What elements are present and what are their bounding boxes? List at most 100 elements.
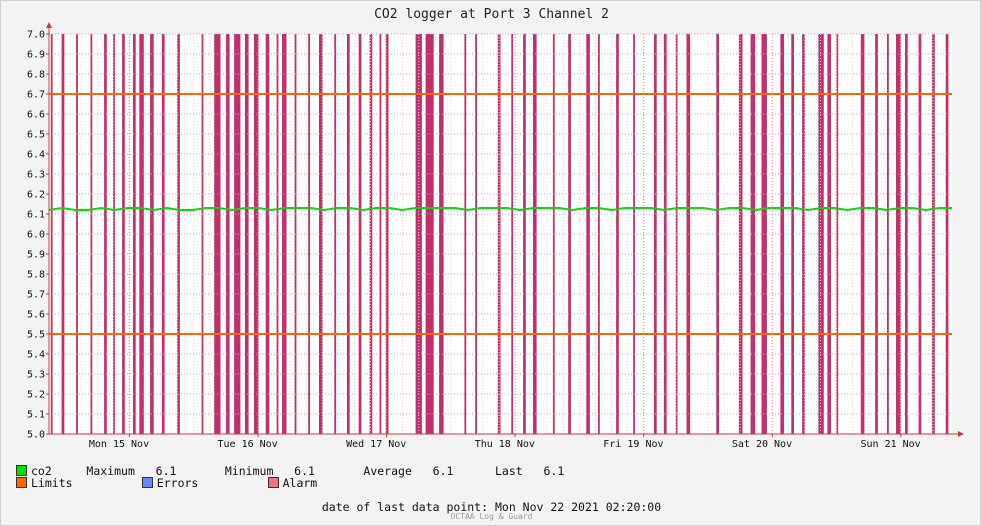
- legend-max-label: Maximum: [86, 464, 135, 478]
- alarm-band-40: [568, 34, 571, 434]
- alarm-band-25: [347, 34, 350, 434]
- y-tick-label: 6.9: [27, 50, 45, 61]
- y-tick-label: 6.7: [27, 90, 45, 101]
- legend-min-label: Minimum: [224, 464, 274, 478]
- y-tick-label: 5.7: [27, 290, 45, 301]
- series-line-co2: [48, 206, 952, 212]
- legend-avg-label: Average: [363, 464, 412, 478]
- alarm-band-4: [104, 34, 107, 434]
- co2-swatch: [16, 465, 27, 476]
- alarm-band-65: [932, 34, 935, 434]
- y-tick-label: 5.1: [27, 410, 45, 421]
- alarm-band-16: [245, 34, 249, 434]
- legend-last-label: Last: [494, 464, 523, 478]
- alarm-band-36: [511, 34, 514, 434]
- legend-errors-label: Errors: [156, 476, 199, 490]
- chart-title: CO2 logger at Port 3 Channel 2: [374, 7, 609, 22]
- alarm-band-29: [385, 34, 389, 434]
- legend-min-value: 6.1: [294, 464, 315, 478]
- errors-swatch: [141, 477, 153, 488]
- y-tick-label: 6.0: [27, 230, 45, 241]
- y-axis-arrow: [46, 22, 52, 28]
- y-tick-label: 6.5: [27, 130, 45, 141]
- x-tick-label: Tue 16 Nov: [218, 439, 278, 450]
- alarm-band-28: [379, 34, 382, 434]
- alarm-swatch: [267, 477, 279, 488]
- alarm-band-32: [439, 34, 444, 434]
- legend-max-value: 6.1: [155, 464, 177, 478]
- alarm-band-26: [358, 34, 362, 434]
- alarm-band-46: [663, 34, 667, 434]
- x-tick-label: Fri 19 Nov: [603, 439, 663, 450]
- y-tick-label: 5.3: [27, 370, 45, 381]
- y-tick-label: 6.4: [27, 150, 45, 161]
- limit-lines: [49, 93, 952, 335]
- alarm-band-14: [226, 34, 230, 434]
- series: [48, 206, 952, 212]
- alarm-band-49: [716, 34, 719, 434]
- y-tick-label: 5.4: [27, 350, 45, 361]
- alarm-band-34: [475, 34, 477, 434]
- y-tick-label: 5.0: [27, 430, 45, 441]
- x-axis-arrow: [958, 431, 964, 437]
- alarm-band-52: [761, 34, 767, 434]
- alarm-band-8: [139, 34, 144, 434]
- alarm-band-24: [334, 34, 337, 434]
- last-data-point: date of last data point: Mon Nov 22 2021…: [1, 500, 981, 514]
- y-tick-label: 7.0: [27, 30, 45, 41]
- y-tick-label: 5.6: [27, 310, 45, 321]
- x-tick-label: Sun 21 Nov: [861, 439, 921, 450]
- x-tick-label: Wed 17 Nov: [346, 439, 406, 450]
- alarm-band-33: [464, 34, 467, 434]
- alarm-band-55: [802, 34, 805, 434]
- alarm-band-18: [265, 34, 270, 434]
- alarm-band-7: [133, 34, 136, 434]
- legend-row-1: co2 Maximum 6.1 Minimum 6.1 Average 6.1 …: [16, 464, 564, 478]
- last-data-point-label: date of last data point:: [321, 500, 489, 514]
- alarm-band-20: [282, 34, 287, 434]
- last-data-point-value: Mon Nov 22 2021 02:20:00: [494, 500, 662, 514]
- alarm-band-61: [887, 34, 889, 434]
- plot-area: 5.0 5.1 5.2 5.3 5.4 5.5 5.6 5.7 5.8 5.9 6.0 6.1 6.2 6…: [27, 22, 964, 450]
- alarm-band-22: [308, 34, 310, 434]
- axes: 5.0 5.1 5.2 5.3 5.4 5.5 5.6 5.7 5.8 5.9 6.0 6.1 6.2 6…: [27, 22, 964, 450]
- legend-row-2: Limits Errors Alarm: [16, 476, 317, 490]
- alarm-band-5: [113, 34, 115, 434]
- alarm-band-38: [533, 34, 537, 434]
- y-tick-label: 6.1: [27, 210, 45, 221]
- limits-swatch: [16, 477, 27, 488]
- y-tick-label: 6.6: [27, 110, 45, 121]
- alarm-band-56: [818, 34, 824, 434]
- y-tick-label: 6.2: [27, 190, 45, 201]
- alarm-band-23: [319, 34, 323, 434]
- alarm-band-15: [234, 34, 241, 434]
- alarm-band-60: [875, 34, 878, 434]
- alarm-band-43: [616, 34, 619, 434]
- alarm-band-53: [780, 34, 784, 434]
- y-tick-label: 5.9: [27, 250, 45, 261]
- x-tick-label: Mon 15 Nov: [89, 439, 149, 450]
- x-tick-label: Thu 18 Nov: [475, 439, 535, 450]
- y-tick-label: 5.2: [27, 390, 45, 401]
- legend-alarm-label: Alarm: [282, 476, 318, 490]
- alarm-band-31: [425, 34, 434, 434]
- legend-avg-value: 6.1: [432, 464, 454, 478]
- alarm-band-6: [122, 34, 125, 434]
- legend-limits-label: Limits: [31, 476, 73, 490]
- alarm-band-50: [738, 34, 743, 434]
- alarm-band-51: [750, 34, 756, 434]
- x-tick-label: Sat 20 Nov: [732, 439, 792, 450]
- credit-text: OCTAA Log & Guard: [450, 512, 533, 521]
- y-tick-label: 6.3: [27, 170, 45, 181]
- alarm-band-66: [945, 34, 949, 434]
- y-tick-label: 6.8: [27, 70, 45, 81]
- legend-last-value: 6.1: [543, 464, 565, 478]
- alarm-band-54: [791, 34, 794, 434]
- alarm-band-41: [586, 34, 590, 434]
- alarm-band-0: [50, 34, 53, 434]
- y-tick-label: 5.8: [27, 270, 45, 281]
- alarm-band-37: [523, 34, 526, 434]
- legend-co2-label: co2: [31, 464, 52, 478]
- alarm-band-58: [836, 34, 839, 434]
